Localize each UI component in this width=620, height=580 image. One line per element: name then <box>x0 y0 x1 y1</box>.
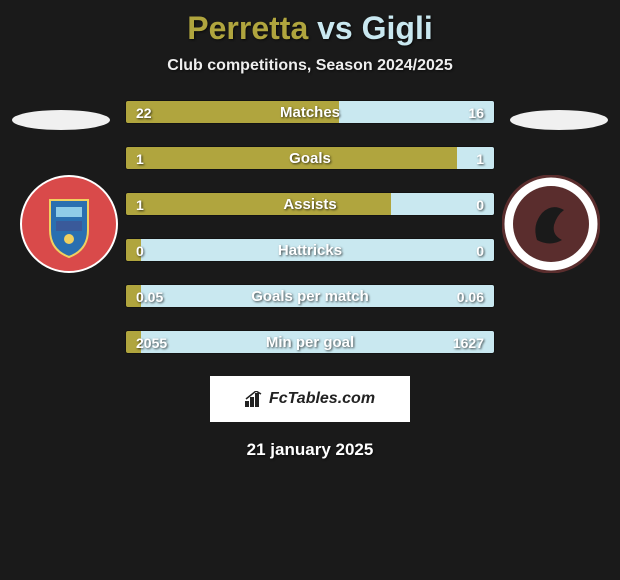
stats-bars: 2216Matches 11Goals 10Assists 00Hattricks 0.… <box>125 100 495 354</box>
right-player-oval <box>510 110 608 130</box>
stat-row: 11Goals <box>125 146 495 170</box>
subtitle: Club competitions, Season 2024/2025 <box>0 57 620 75</box>
comparison-title: Perretta vs Gigli <box>0 0 620 47</box>
stat-row: 00Hattricks <box>125 238 495 262</box>
shield-icon <box>502 175 600 273</box>
stat-label: Assists <box>126 193 494 216</box>
brand-text: FcTables.com <box>269 390 375 408</box>
stat-row: 2216Matches <box>125 100 495 124</box>
player2-name: Gigli <box>362 10 433 46</box>
stat-label: Min per goal <box>126 331 494 354</box>
left-player-oval <box>12 110 110 130</box>
right-club-badge <box>502 175 600 273</box>
stat-label: Hattricks <box>126 239 494 262</box>
chart-icon <box>245 391 265 407</box>
date-label: 21 january 2025 <box>0 440 620 460</box>
vs-label: vs <box>317 10 353 46</box>
stat-row: 20551627Min per goal <box>125 330 495 354</box>
stat-row: 0.050.06Goals per match <box>125 284 495 308</box>
fctables-brand[interactable]: FcTables.com <box>210 376 410 422</box>
player1-name: Perretta <box>187 10 308 46</box>
stat-row: 10Assists <box>125 192 495 216</box>
stat-label: Goals <box>126 147 494 170</box>
shield-icon <box>20 175 118 273</box>
content-area: 2216Matches 11Goals 10Assists 00Hattricks 0.… <box>0 100 620 460</box>
stat-label: Goals per match <box>126 285 494 308</box>
left-club-badge <box>20 175 118 273</box>
stat-label: Matches <box>126 101 494 124</box>
